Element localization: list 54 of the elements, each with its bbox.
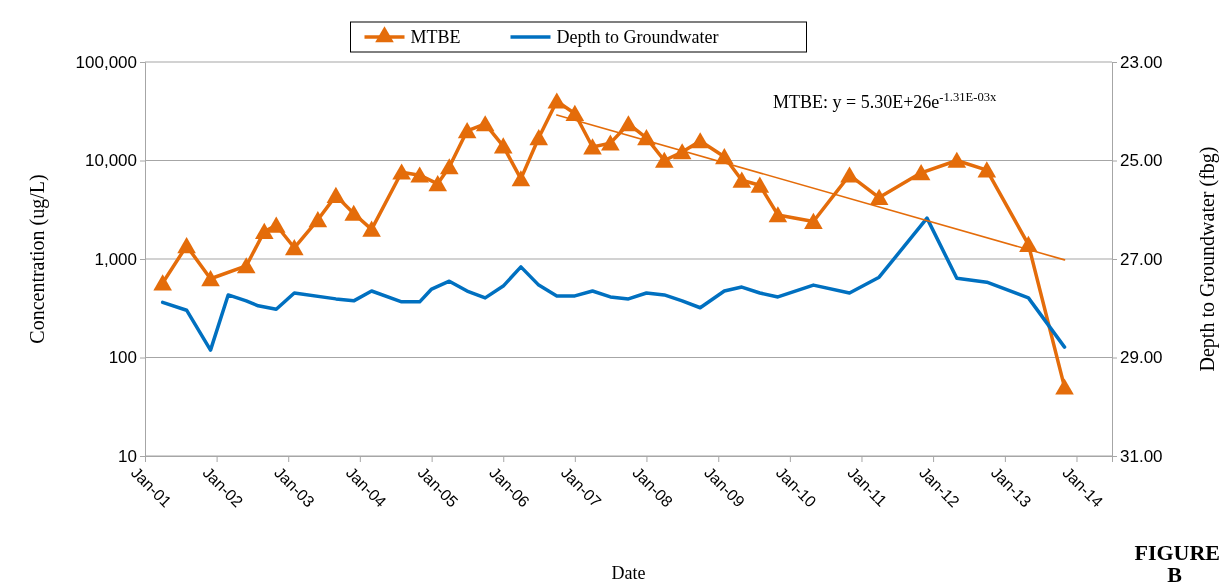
y-tick-label: 10: [118, 446, 137, 466]
point: [153, 274, 172, 291]
point: [410, 166, 429, 183]
y2-tick-label: 27.00: [1120, 249, 1163, 269]
point: [750, 176, 770, 193]
point: [392, 163, 411, 180]
point: [840, 166, 859, 183]
point: [428, 175, 448, 192]
point: [326, 186, 346, 203]
text: FIGURE B: [1134, 540, 1220, 587]
y-tick-label: 100: [108, 348, 137, 368]
point: [619, 115, 638, 132]
y2-tick-label: 31.00: [1120, 446, 1163, 466]
point: [583, 138, 602, 155]
point: [869, 188, 889, 205]
point: [362, 220, 381, 237]
y2-tick-label: 29.00: [1120, 348, 1163, 368]
point: [475, 115, 495, 132]
y2-tick-label: 25.00: [1120, 151, 1163, 171]
point: [1055, 378, 1074, 395]
point: [201, 270, 220, 287]
point: [804, 212, 823, 229]
point: [236, 257, 256, 274]
y2-tick-label: 23.00: [1120, 52, 1163, 72]
point: [601, 134, 620, 151]
point: [768, 206, 788, 223]
legend-label: Depth to Groundwater: [556, 27, 719, 47]
point: [655, 151, 674, 168]
point: [511, 170, 531, 187]
point: [911, 164, 931, 181]
point: [344, 204, 364, 221]
point: [977, 161, 997, 178]
point: [547, 92, 567, 109]
point: [529, 129, 549, 146]
line-series: [160, 216, 1067, 352]
point: [177, 237, 196, 254]
y-tick-label: 10,000: [85, 151, 137, 171]
y-axis-title: Concentration (ug/L): [26, 174, 49, 344]
legend-label: MTBE: [410, 27, 461, 47]
point: [439, 158, 459, 175]
y-tick-label: 1,000: [94, 249, 137, 269]
point: [690, 132, 710, 149]
point: [457, 122, 477, 139]
y2-axis-title: Depth to Groundwater (fbg): [1196, 146, 1219, 372]
point: [266, 216, 286, 233]
annotation: MTBE: y = 5.30E+26e$^{-1.31E-03x}$: [773, 90, 998, 112]
point: [308, 211, 328, 228]
point: [947, 151, 967, 168]
y-tick-label: 100,000: [75, 52, 137, 72]
point: [493, 137, 513, 154]
x-axis-title: Date: [611, 563, 646, 583]
point: [732, 171, 752, 188]
point: [254, 222, 274, 239]
point: [284, 239, 304, 256]
